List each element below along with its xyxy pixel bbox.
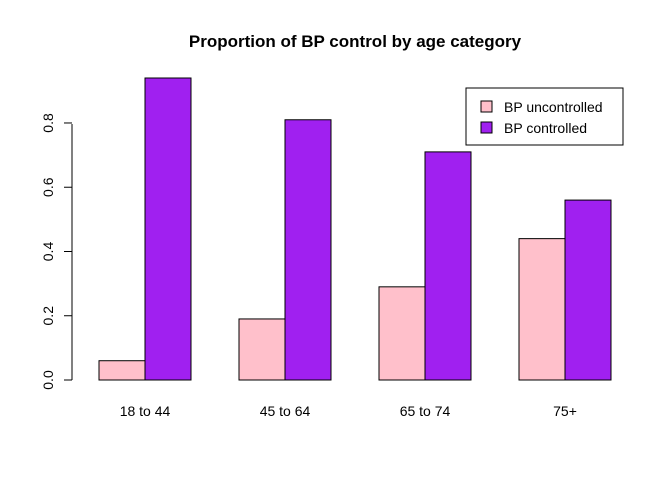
bar-uncontrolled-1 bbox=[238, 318, 286, 381]
legend-box bbox=[465, 87, 624, 146]
bar-uncontrolled-0 bbox=[98, 360, 146, 381]
y-tick-label: 0.8 bbox=[40, 113, 56, 133]
chart-title: Proportion of BP control by age category bbox=[189, 32, 522, 51]
x-tick-label: 65 to 74 bbox=[400, 403, 451, 419]
bar-controlled-0 bbox=[144, 77, 192, 381]
bars bbox=[98, 77, 612, 381]
y-tick-label: 0.2 bbox=[40, 306, 56, 326]
x-tick-label: 75+ bbox=[553, 403, 577, 419]
y-tick-label: 0.4 bbox=[40, 242, 56, 262]
x-tick-label: 45 to 64 bbox=[260, 403, 311, 419]
y-tick-label: 0.0 bbox=[40, 370, 56, 390]
legend: BP uncontrolled BP controlled bbox=[465, 87, 624, 146]
bar-uncontrolled-3 bbox=[518, 238, 566, 381]
bar-controlled-3 bbox=[564, 199, 612, 381]
bar-controlled-2 bbox=[424, 151, 472, 381]
y-tick-label: 0.6 bbox=[40, 177, 56, 197]
legend-label-uncontrolled: BP uncontrolled bbox=[504, 99, 603, 115]
bar-uncontrolled-2 bbox=[378, 286, 426, 381]
legend-swatch-uncontrolled bbox=[480, 100, 493, 113]
x-tick-label: 18 to 44 bbox=[120, 403, 171, 419]
bar-controlled-1 bbox=[284, 119, 332, 381]
x-axis-labels: 18 to 44 45 to 64 65 to 74 75+ bbox=[120, 403, 577, 419]
y-axis: 0.0 0.2 0.4 0.6 0.8 bbox=[40, 113, 73, 390]
legend-swatch-controlled bbox=[480, 121, 493, 134]
legend-label-controlled: BP controlled bbox=[504, 120, 587, 136]
